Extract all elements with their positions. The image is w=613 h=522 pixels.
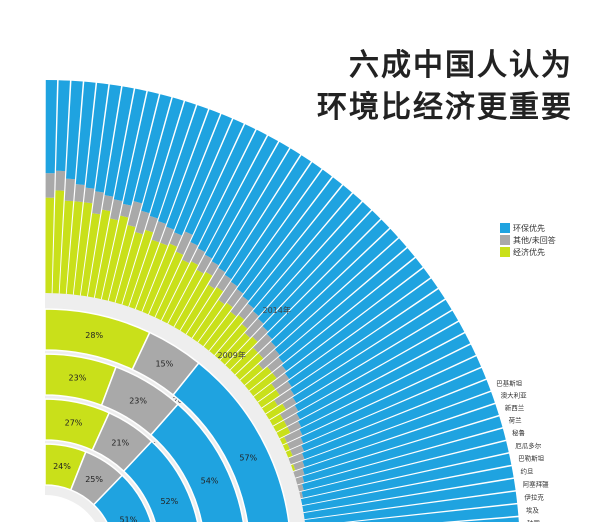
legend-label-other: 其他/未回答 [513,235,556,246]
legend-swatch-env [500,223,510,233]
inset-year-label: 2014年 [263,305,291,315]
country-label: 秘鲁 [512,428,525,437]
bar-other [102,195,113,211]
country-label: 澳大利亚 [501,391,527,400]
chart-title-line-1: 六成中国人认为 [349,40,573,84]
bar-other [46,173,55,198]
bar-other [120,204,131,218]
country-label: 韩国 [527,518,540,522]
country-label: 新西兰 [505,403,525,412]
inset-value-label: 57% [239,453,257,462]
legend-item-other: 其他/未回答 [500,234,556,246]
bar-env [46,80,57,173]
inset-value-label: 28% [85,331,103,340]
country-label: 埃及 [526,505,540,514]
legend-label-env: 环保优先 [513,223,545,234]
bar-other [74,184,84,202]
bar-other [84,188,94,204]
country-label: 巴基斯坦 [496,378,523,387]
legend-label-econ: 经济优先 [513,247,545,258]
legend-swatch-econ [500,247,510,257]
inset-value-label: 25% [85,475,103,484]
inset-value-label: 23% [69,373,87,382]
country-label: 约旦 [521,466,535,475]
country-label: 荷兰 [509,415,523,424]
legend-item-env: 环保优先 [500,222,556,234]
inset-value-label: 21% [111,438,129,447]
inset-value-label: 24% [53,462,71,471]
inset-value-label: 27% [65,419,83,428]
inset-value-label: 52% [160,497,178,506]
country-label: 阿塞拜疆 [523,479,550,488]
inset-year-label: 2009年 [218,350,246,360]
chart-title-line-2: 环境比经济更重要 [317,82,573,126]
legend-swatch-other [500,235,510,245]
legend: 环保优先 其他/未回答 经济优先 [500,222,556,258]
legend-item-econ: 经济优先 [500,246,556,258]
inset-value-label: 54% [201,477,219,486]
country-label: 巴勒斯坦 [518,454,545,463]
country-label: 厄瓜多尔 [515,441,542,450]
country-label: 伊拉克 [524,492,544,501]
bar-other [65,179,75,202]
inset-value-label: 23% [129,396,147,405]
inset-value-label: 15% [155,360,173,369]
bar-other [55,171,65,191]
inset-value-label: 51% [119,516,137,522]
